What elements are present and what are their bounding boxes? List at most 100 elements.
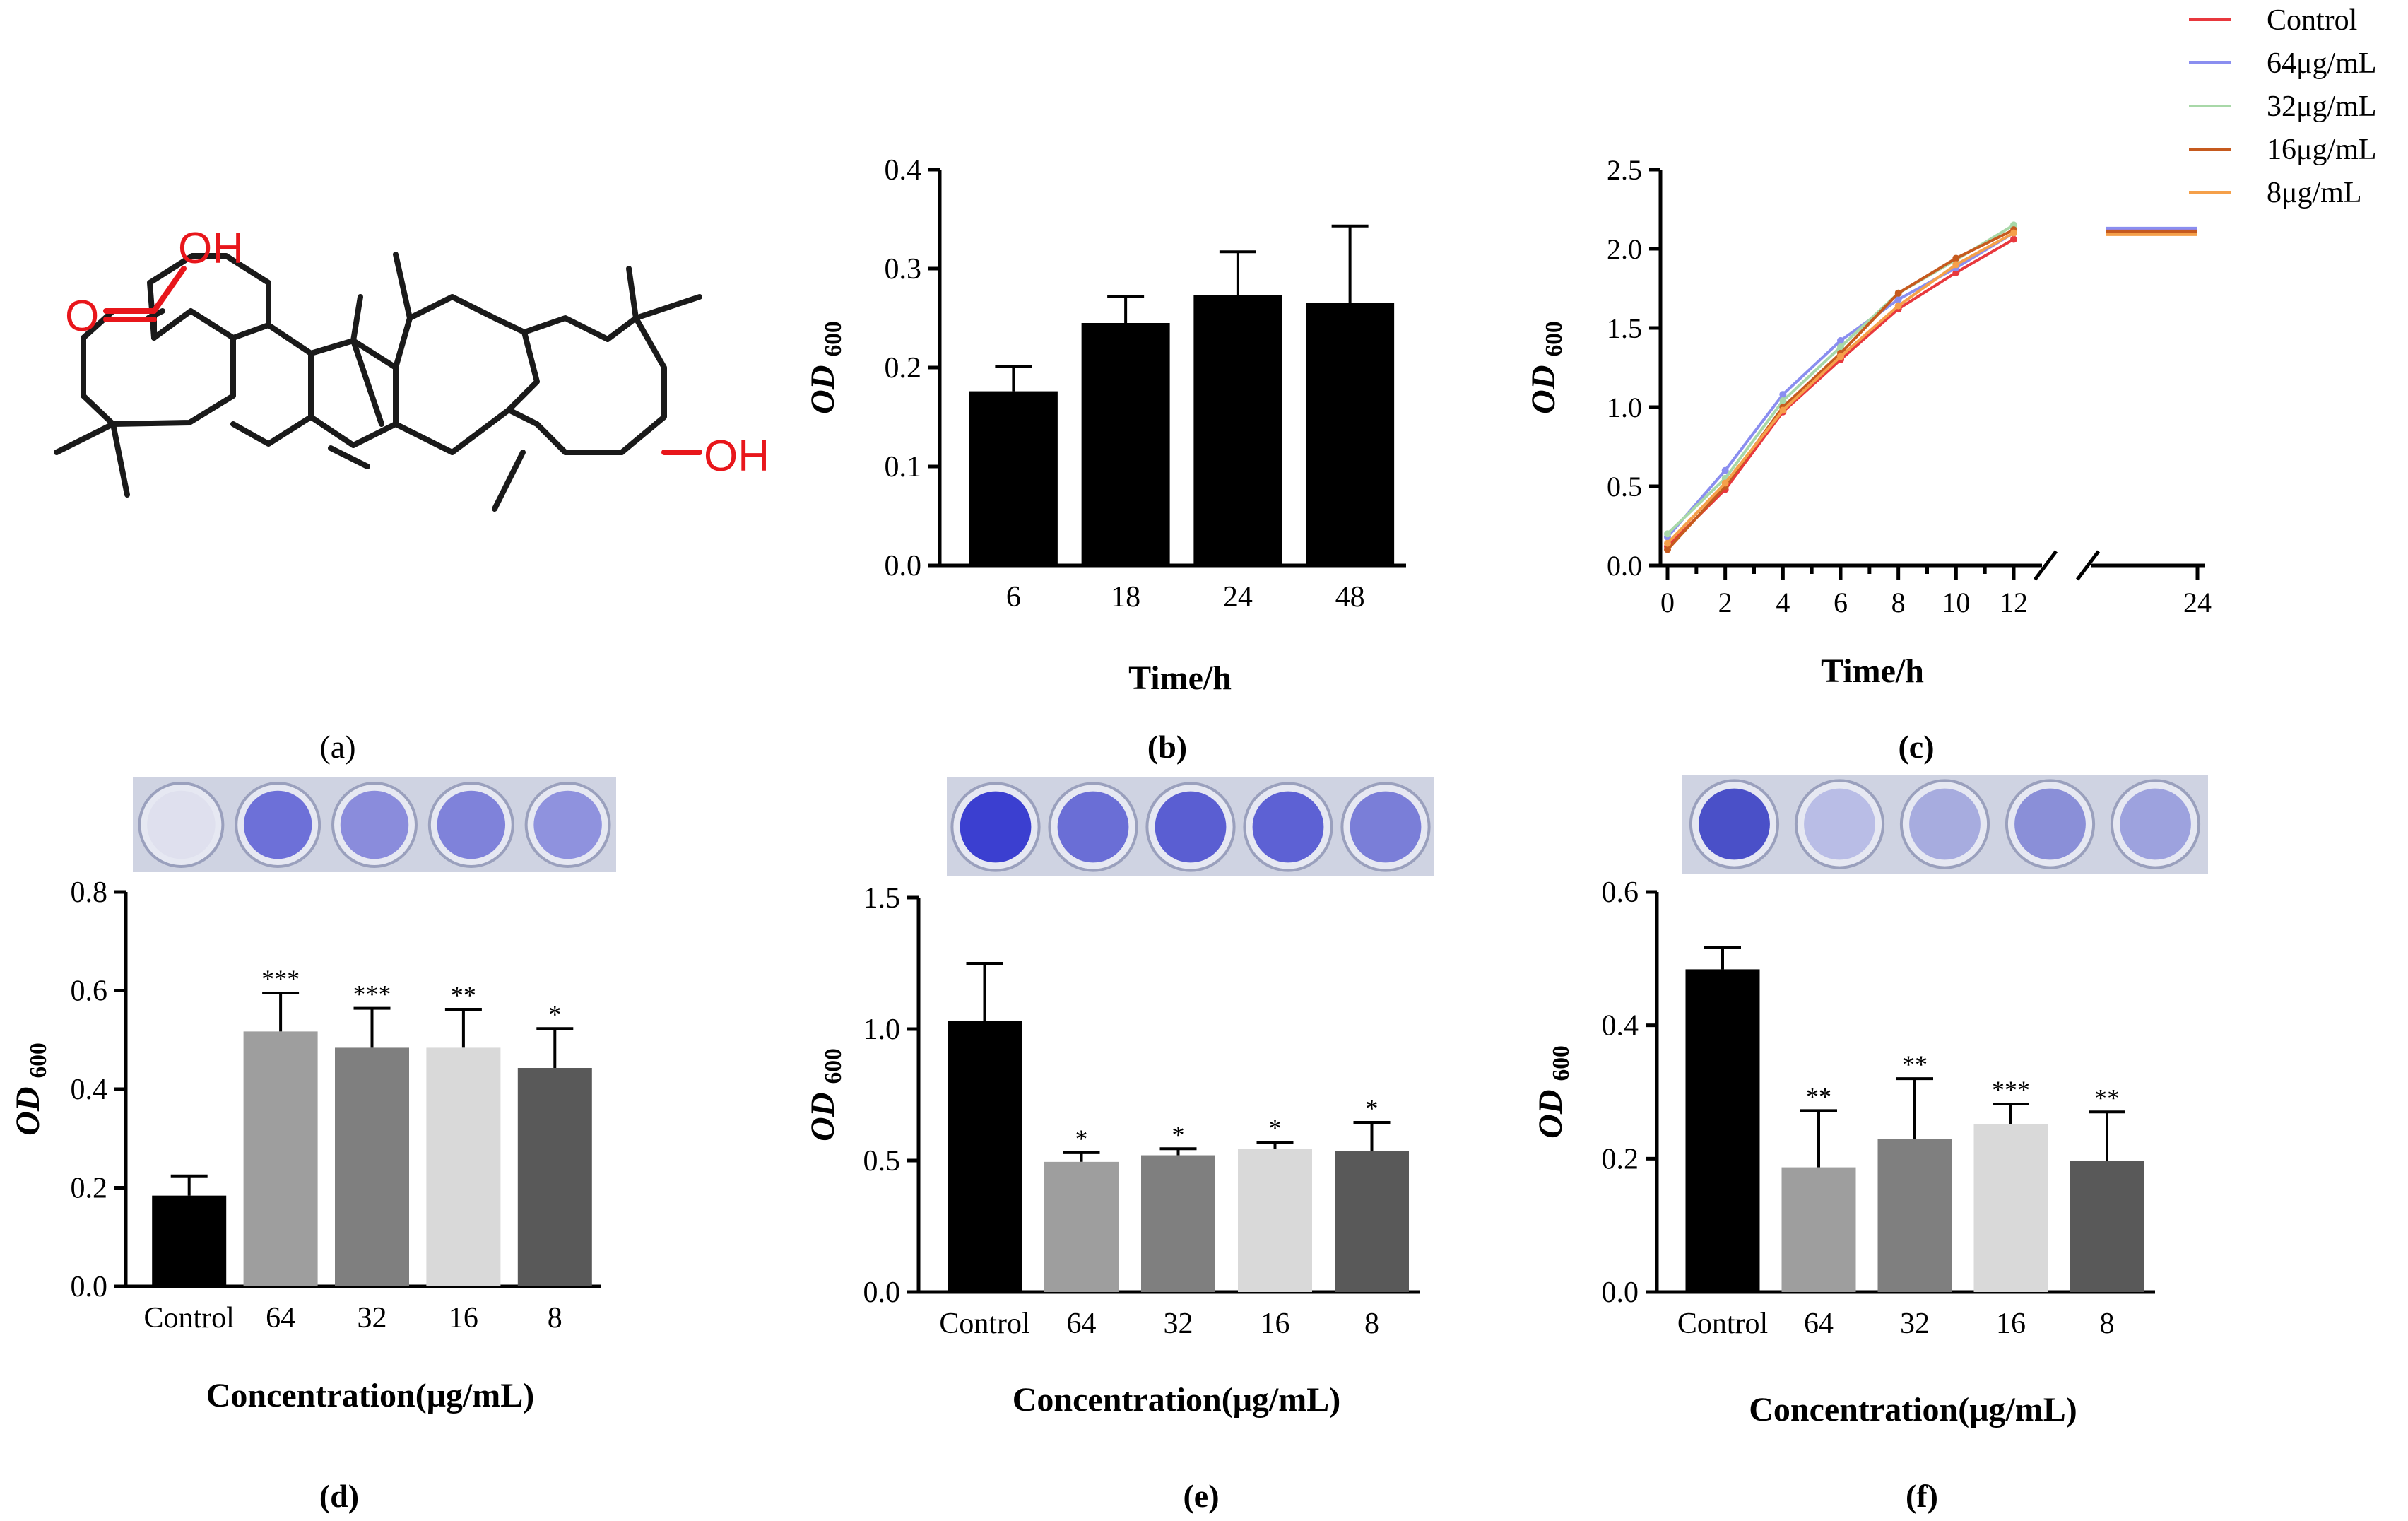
bar (2070, 1161, 2144, 1292)
x-tick-label: 24 (2183, 587, 2212, 618)
y-axis-label-main: OD (1525, 357, 1562, 414)
y-tick-label: 1.0 (1607, 392, 1642, 423)
y-tick-label: 1.5 (863, 882, 901, 915)
x-tick-label: 2 (1718, 587, 1733, 618)
y-axis-label-sub: 600 (1548, 1045, 1574, 1081)
y-tick-label: 0.2 (885, 352, 922, 384)
acid-o-label: O (65, 292, 99, 341)
panel-label-b: (b) (1147, 729, 1187, 765)
bar (1081, 323, 1170, 565)
legend-label: 16μg/mL (2267, 134, 2377, 166)
significance-marker: ** (2094, 1084, 2120, 1112)
crystal-violet-wells-e (947, 777, 1434, 876)
x-tick-label: 16 (1261, 1308, 1290, 1340)
chart-f-biofilm-od600: 0.0 0.2 0.4 0.6 OD 600 Control 64 ** 32 ** 16 *** 8 *… (1532, 876, 2155, 1428)
y-axis-label-sub: 600 (820, 321, 846, 356)
x-tick-label: 0 (1660, 587, 1675, 618)
x-tick-label: 24 (1223, 581, 1253, 613)
hydroxyl-oh-label: OH (704, 432, 769, 481)
bar (243, 1031, 318, 1286)
series-point (1837, 336, 1844, 344)
y-tick-label: 2.5 (1607, 154, 1642, 186)
x-tick-label: Control (939, 1308, 1029, 1340)
x-tick-label: 16 (449, 1302, 478, 1334)
ring-e (393, 294, 540, 455)
x-tick-label: 64 (266, 1302, 295, 1334)
x-tick-label: Control (144, 1302, 235, 1334)
y-tick-label: 1.0 (863, 1014, 901, 1046)
x-tick-label: Control (1677, 1308, 1768, 1340)
series-point (2010, 229, 2017, 237)
axis-break-mark (2034, 550, 2058, 581)
x-tick-label: 8 (1891, 587, 1906, 618)
series-point (2010, 235, 2017, 243)
methyl-3 (350, 294, 363, 343)
x-tick-label: 8 (2100, 1308, 2115, 1340)
y-tick-label: 0.5 (1607, 471, 1642, 503)
series-point (1952, 261, 1960, 269)
x-tick-label: 6 (1006, 581, 1021, 613)
x-tick-label: 10 (1942, 587, 1970, 618)
y-axis-label: OD 600 (804, 321, 846, 414)
ring-a (81, 308, 236, 427)
y-axis-label: OD 600 (1525, 321, 1567, 414)
x-tick-label: 4 (1776, 587, 1790, 618)
legend-label: 8μg/mL (2267, 177, 2362, 209)
bar (1044, 1161, 1119, 1292)
panel-label-e: (e) (1183, 1478, 1219, 1514)
y-axis-label-sub: 600 (820, 1048, 846, 1084)
panel-labels: (a) (b) (c) (d) (e) (f) (319, 729, 1938, 1514)
bar (1193, 295, 1282, 565)
y-tick-label: 0.3 (885, 253, 922, 286)
series-point (1664, 539, 1671, 547)
y-tick-label: 0.0 (885, 550, 922, 582)
series-point (1837, 353, 1844, 360)
well-stain (2120, 788, 2191, 860)
y-tick-label: 0.0 (71, 1271, 108, 1303)
x-tick-label: 12 (2000, 587, 2028, 618)
y-tick-label: 0.4 (1602, 1010, 1639, 1043)
series-point (1952, 254, 1960, 262)
bar (152, 1195, 227, 1286)
significance-marker: ** (451, 981, 476, 1009)
series-point (1779, 391, 1787, 399)
panel-label-d: (d) (319, 1478, 359, 1514)
bar (517, 1068, 592, 1286)
legend-label: Control (2267, 4, 2357, 37)
y-tick-label: 0.4 (885, 154, 922, 187)
y-tick-label: 2.0 (1607, 233, 1642, 265)
y-tick-label: 0.4 (71, 1074, 108, 1106)
y-tick-label: 0.0 (863, 1276, 901, 1309)
bar (1141, 1155, 1215, 1292)
ring-d (308, 338, 399, 448)
series-line (1666, 228, 2014, 551)
chart-e-biofilm-od600: 0.0 0.5 1.0 1.5 OD 600 Control 64 * 32 * 16 * 8 * Conc… (804, 882, 1420, 1419)
crystal-violet-wells-f (1682, 775, 2208, 874)
significance-marker: ** (1902, 1050, 1928, 1079)
methyl-1 (54, 421, 116, 455)
methyl-8 (633, 294, 702, 321)
methyl-7 (626, 266, 639, 321)
bar (1877, 1139, 1952, 1292)
x-axis-label: Concentration(μg/mL) (1013, 1381, 1340, 1419)
panel-label-c: (c) (1898, 729, 1934, 765)
significance-marker: *** (353, 980, 391, 1009)
series-point (1779, 406, 1787, 414)
panel-label-a: (a) (319, 729, 355, 765)
well-stain (1155, 791, 1227, 863)
y-axis-label-sub: 600 (1541, 321, 1567, 356)
x-axis-label: Time/h (1821, 652, 1924, 690)
x-tick-label: 8 (548, 1302, 562, 1334)
series-point (1779, 397, 1787, 405)
legend-label: 64μg/mL (2267, 47, 2377, 80)
well-stain (243, 790, 312, 859)
y-tick-label: 0.6 (1602, 876, 1639, 909)
legend-label: 32μg/mL (2267, 90, 2377, 123)
y-axis-label: OD 600 (9, 1043, 52, 1136)
bar (1685, 969, 1760, 1292)
y-tick-label: 0.6 (71, 975, 108, 1008)
significance-marker: ** (1806, 1082, 1831, 1110)
chart-b-od600-over-time: 0.0 0.1 0.2 0.3 0.4 OD 600 6 18 24 48 Time/h (804, 154, 1406, 697)
